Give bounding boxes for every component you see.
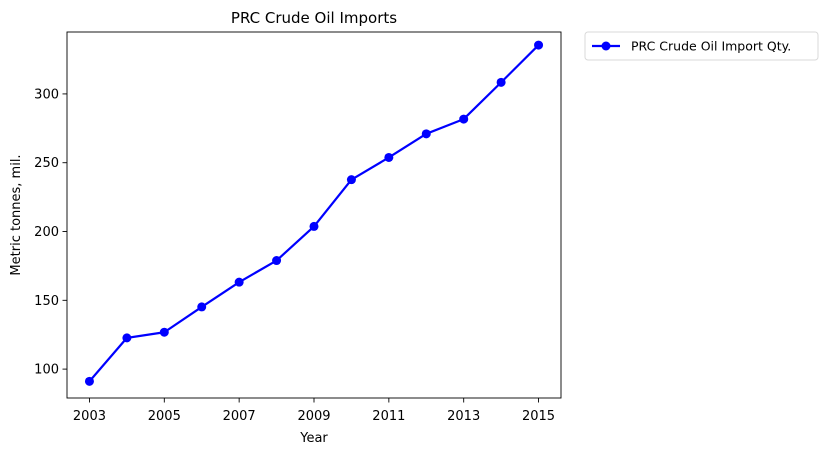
data-point bbox=[534, 40, 544, 50]
legend: PRC Crude Oil Import Qty. bbox=[584, 31, 819, 61]
data-point bbox=[122, 333, 132, 343]
y-tick-label: 200 bbox=[34, 225, 59, 240]
y-tick-label: 250 bbox=[34, 156, 59, 171]
legend-box bbox=[584, 31, 819, 61]
x-tick-label: 2005 bbox=[148, 409, 181, 424]
plot-area bbox=[66, 31, 562, 399]
x-tick-label: 2013 bbox=[447, 409, 480, 424]
data-point bbox=[272, 256, 282, 266]
data-point bbox=[309, 221, 319, 231]
data-point bbox=[496, 77, 506, 87]
y-tick-label: 150 bbox=[34, 294, 59, 309]
data-point bbox=[459, 114, 469, 124]
data-point bbox=[421, 129, 431, 139]
series-layer bbox=[84, 40, 544, 386]
y-axis-label: Metric tonnes, mil. bbox=[9, 154, 24, 275]
x-tick-label: 2007 bbox=[223, 409, 256, 424]
x-tick-label: 2015 bbox=[522, 409, 555, 424]
legend-label: PRC Crude Oil Import Qty. bbox=[631, 39, 791, 54]
data-point bbox=[384, 152, 394, 162]
data-point bbox=[346, 175, 356, 185]
x-axis: 2003 2005 2007 2009 2011 2013 2015 bbox=[73, 398, 555, 424]
x-axis-label: Year bbox=[299, 431, 328, 446]
chart-title: PRC Crude Oil Imports bbox=[231, 9, 397, 27]
x-tick-label: 2011 bbox=[372, 409, 405, 424]
data-point bbox=[159, 327, 169, 337]
y-tick-label: 100 bbox=[34, 363, 59, 378]
data-point bbox=[197, 302, 207, 312]
y-tick-label: 300 bbox=[34, 87, 59, 102]
x-tick-label: 2009 bbox=[297, 409, 330, 424]
legend-point-marker bbox=[601, 41, 611, 51]
x-tick-label: 2003 bbox=[73, 409, 106, 424]
y-axis: 100 150 200 250 300 bbox=[34, 87, 67, 378]
data-point bbox=[234, 277, 244, 287]
data-point bbox=[84, 376, 94, 386]
